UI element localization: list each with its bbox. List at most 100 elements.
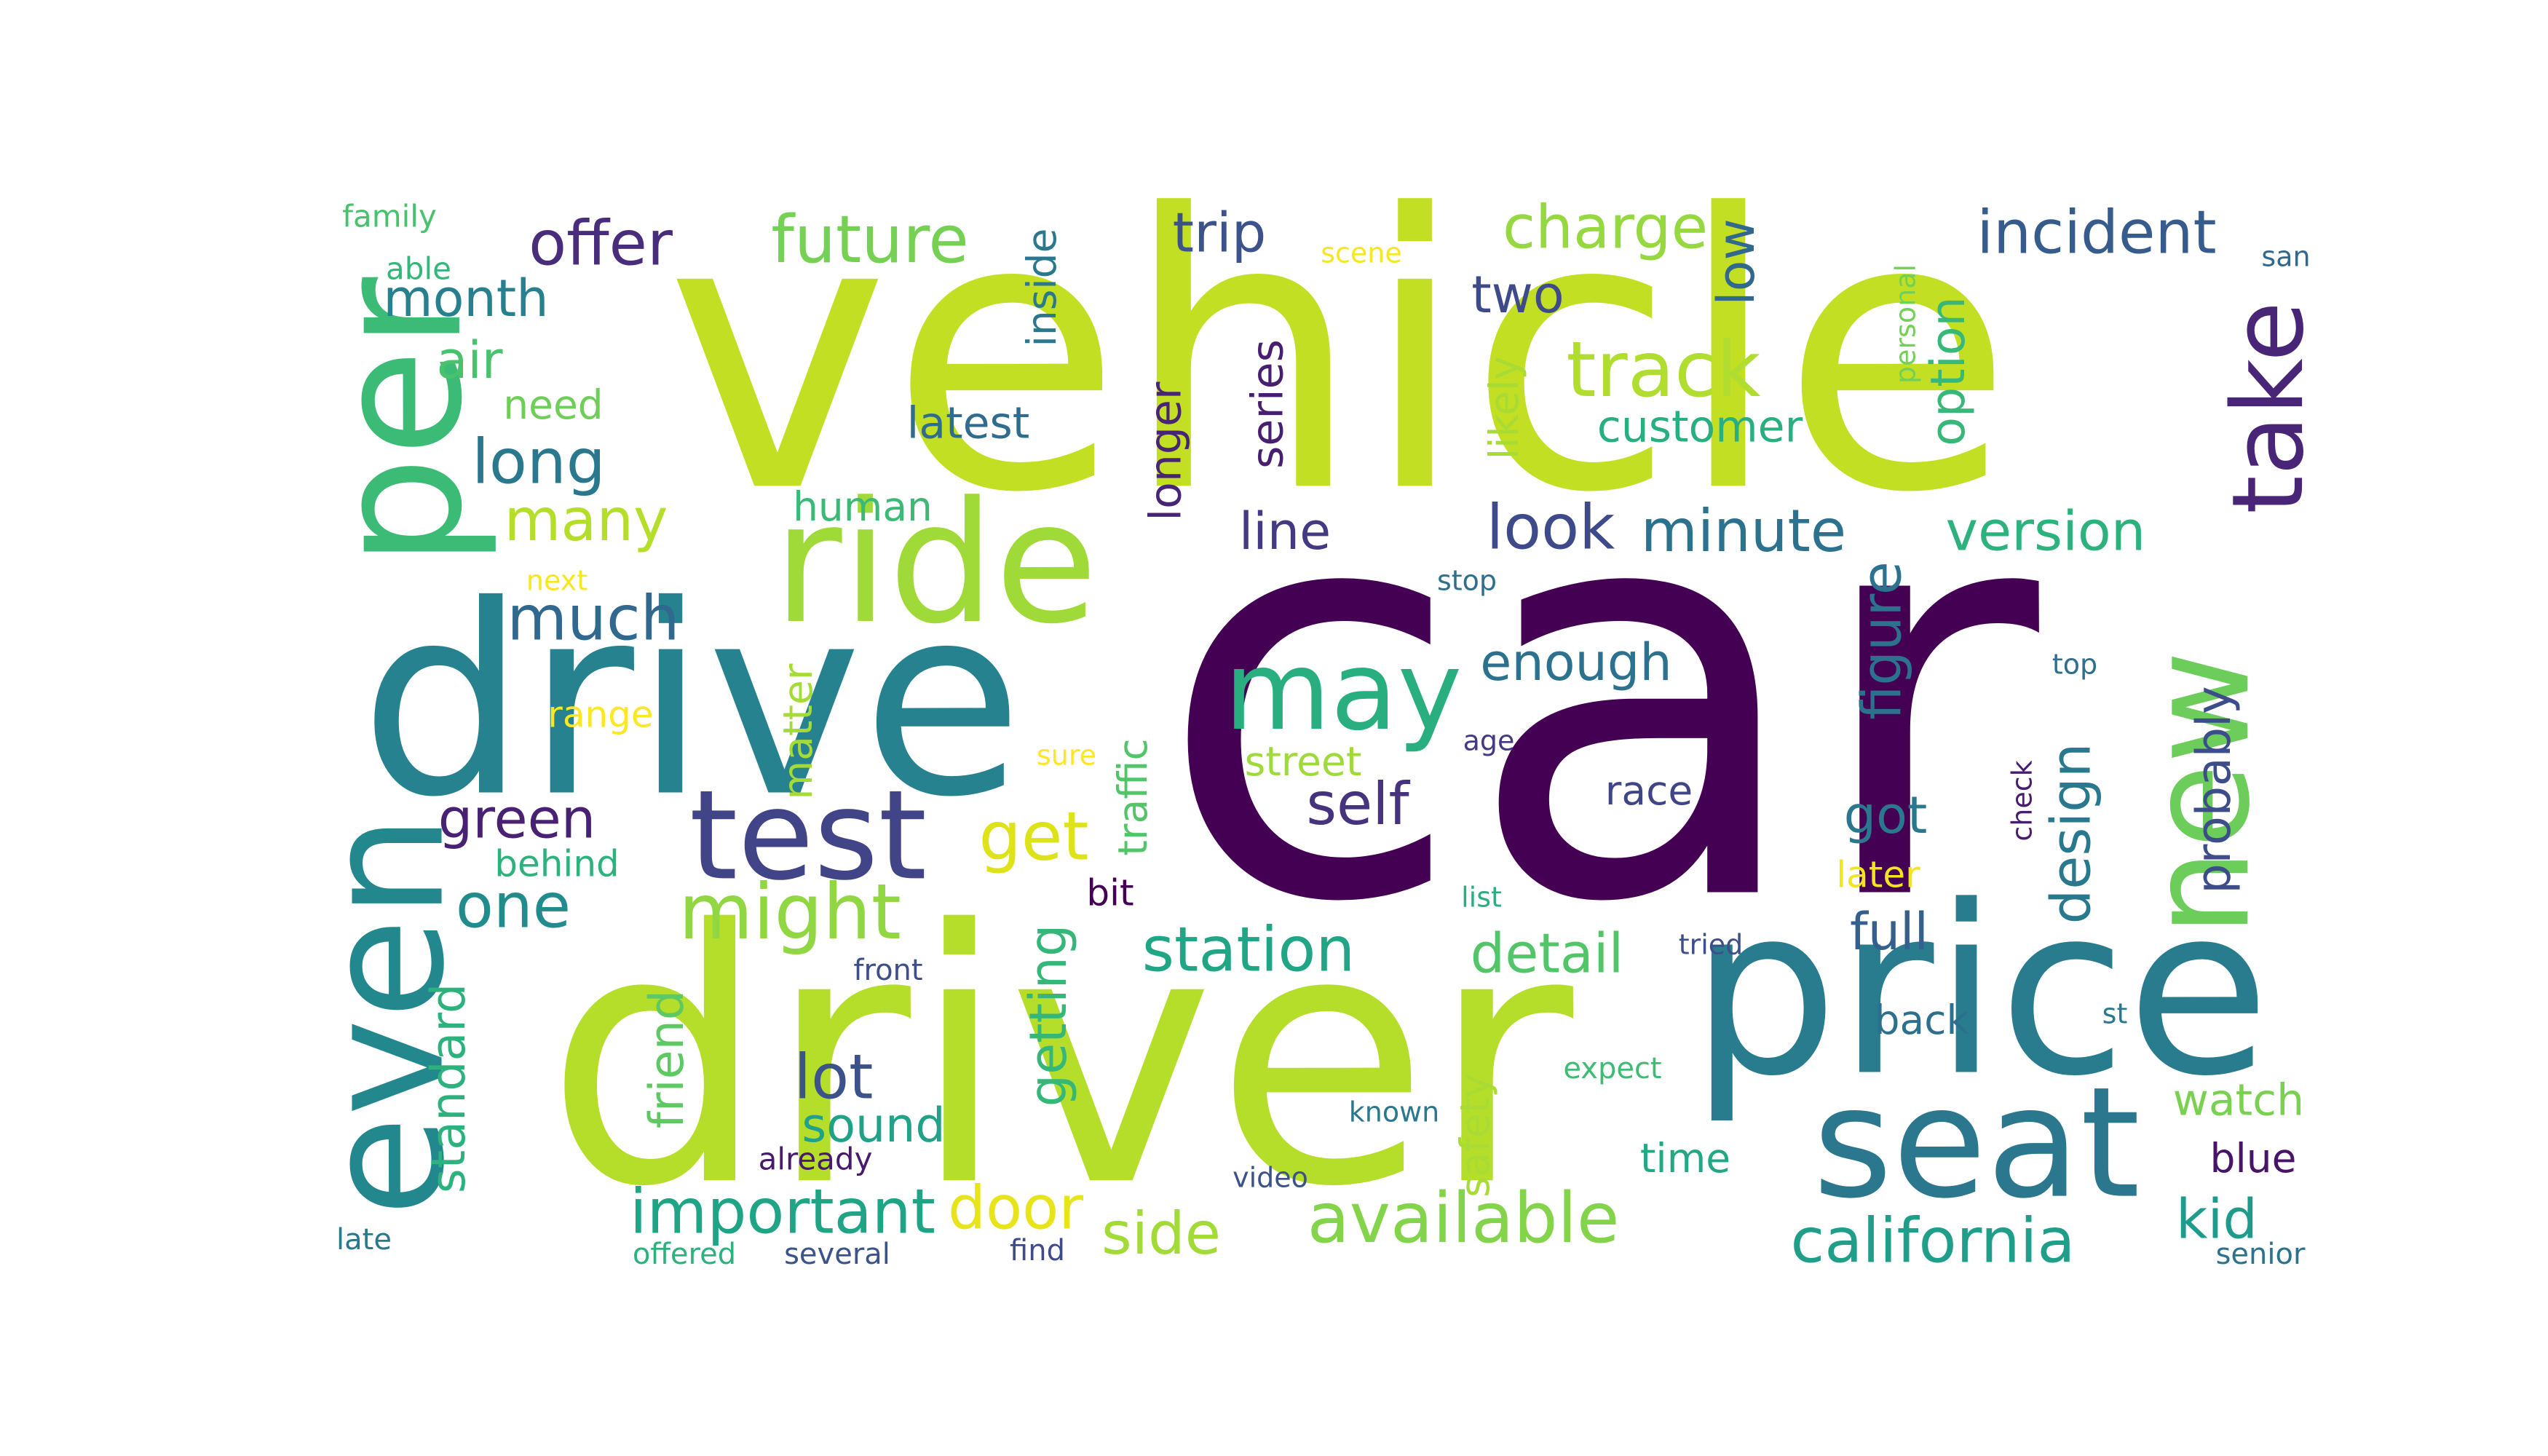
word-take: take — [2211, 301, 2325, 514]
word-self: self — [1306, 770, 1410, 838]
word-check: check — [2006, 760, 2038, 841]
word-might: might — [678, 868, 901, 957]
word-station: station — [1142, 914, 1356, 986]
word-traffic: traffic — [1109, 738, 1156, 855]
word-range: range — [547, 694, 653, 736]
word-matter: matter — [775, 663, 821, 799]
word-video: video — [1233, 1162, 1308, 1194]
word-sound: sound — [802, 1099, 945, 1153]
word-much: much — [507, 582, 679, 654]
word-get: get — [978, 797, 1088, 875]
word-safety: safety — [1452, 1074, 1498, 1198]
word-figure: figure — [1850, 561, 1914, 720]
word-design: design — [2039, 743, 2103, 925]
word-stop: stop — [1437, 565, 1497, 597]
word-offered: offered — [633, 1238, 736, 1271]
word-front: front — [853, 954, 922, 987]
word-version: version — [1946, 499, 2146, 563]
word-watch: watch — [2173, 1075, 2304, 1126]
word-california: california — [1790, 1205, 2075, 1277]
word-likely: likely — [1481, 356, 1527, 459]
word-later: later — [1836, 854, 1920, 896]
word-even: even — [290, 815, 481, 1217]
word-personal: personal — [1890, 264, 1922, 384]
word-option: option — [1921, 296, 1976, 446]
word-charge: charge — [1503, 193, 1708, 262]
word-human: human — [793, 483, 933, 530]
word-kid: kid — [2176, 1187, 2258, 1251]
word-top: top — [2052, 649, 2097, 681]
word-line: line — [1239, 502, 1331, 561]
word-drive: drive — [360, 549, 1023, 854]
word-look: look — [1487, 491, 1615, 563]
word-expect: expect — [1563, 1052, 1661, 1085]
word-tried: tried — [1679, 929, 1744, 961]
word-car: car — [1157, 372, 2045, 1025]
word-longer: longer — [1141, 381, 1192, 521]
word-available: available — [1307, 1179, 1620, 1259]
word-month: month — [383, 269, 548, 328]
word-find: find — [1010, 1234, 1065, 1267]
word-st: st — [2102, 998, 2128, 1030]
word-driver: driver — [545, 856, 1577, 1263]
word-able: able — [386, 251, 451, 287]
word-full: full — [1850, 902, 1928, 962]
word-several: several — [784, 1238, 890, 1271]
word-list: list — [1461, 882, 1502, 914]
word-new: new — [2119, 651, 2280, 937]
word-sure: sure — [1037, 740, 1096, 772]
word-incident: incident — [1977, 198, 2216, 267]
word-senior: senior — [2216, 1238, 2306, 1271]
word-price: price — [1690, 857, 2270, 1128]
word-series: series — [1243, 339, 1294, 469]
word-blue: blue — [2210, 1135, 2297, 1182]
word-important: important — [630, 1176, 935, 1248]
word-vehicle: vehicle — [665, 134, 2014, 575]
word-track: track — [1566, 325, 1760, 414]
word-minute: minute — [1641, 497, 1846, 565]
word-trip: trip — [1173, 201, 1267, 265]
word-test: test — [689, 764, 927, 908]
word-race: race — [1605, 767, 1693, 814]
word-standard: standard — [422, 984, 476, 1193]
word-many: many — [505, 486, 668, 554]
word-getting: getting — [1018, 925, 1078, 1107]
word-side: side — [1101, 1200, 1221, 1267]
word-may: may — [1224, 628, 1463, 755]
word-long: long — [472, 426, 605, 498]
word-air: air — [436, 331, 502, 390]
word-need: need — [503, 381, 603, 428]
word-ride: ride — [773, 467, 1098, 661]
word-time: time — [1640, 1135, 1730, 1182]
word-seat: seat — [1813, 1054, 2140, 1233]
word-per: per — [297, 277, 501, 567]
word-low: low — [1706, 218, 1766, 306]
word-two: two — [1471, 265, 1564, 325]
word-already: already — [759, 1142, 873, 1177]
word-age: age — [1463, 725, 1515, 757]
word-probably: probably — [2187, 686, 2242, 893]
word-friend: friend — [640, 990, 695, 1128]
word-street: street — [1245, 738, 1362, 785]
word-offer: offer — [529, 207, 673, 280]
word-known: known — [1349, 1096, 1440, 1128]
word-latest: latest — [907, 398, 1030, 449]
word-future: future — [771, 202, 968, 278]
word-late: late — [336, 1223, 392, 1257]
word-lot: lot — [794, 1041, 874, 1113]
word-one: one — [456, 870, 571, 942]
word-door: door — [948, 1174, 1083, 1243]
word-got: got — [1844, 786, 1928, 845]
word-scene: scene — [1321, 237, 1402, 269]
word-san: san — [2261, 241, 2310, 273]
word-family: family — [342, 199, 437, 234]
word-bit: bit — [1086, 872, 1133, 914]
word-customer: customer — [1597, 402, 1803, 453]
word-next: next — [526, 565, 587, 597]
word-enough: enough — [1480, 633, 1671, 692]
word-green: green — [438, 787, 596, 851]
word-detail: detail — [1471, 922, 1624, 986]
word-behind: behind — [494, 843, 620, 885]
word-inside: inside — [1018, 229, 1065, 347]
